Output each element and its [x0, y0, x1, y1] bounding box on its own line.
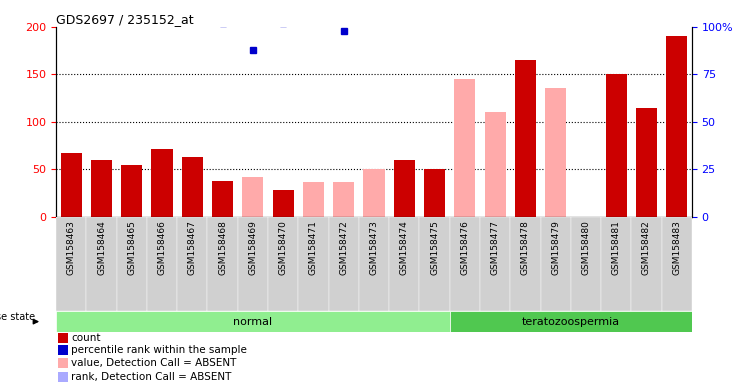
Text: count: count: [71, 333, 101, 343]
Bar: [58, 345, 67, 355]
Bar: [86, 217, 117, 311]
Bar: [268, 217, 298, 311]
Bar: [541, 217, 571, 311]
Text: GSM158471: GSM158471: [309, 220, 318, 275]
Text: GSM158479: GSM158479: [551, 220, 560, 275]
Bar: [450, 311, 692, 332]
Bar: [238, 217, 268, 311]
Bar: [147, 217, 177, 311]
Bar: [545, 88, 566, 217]
Text: GSM158467: GSM158467: [188, 220, 197, 275]
Bar: [636, 108, 657, 217]
Bar: [662, 217, 692, 311]
Bar: [480, 217, 510, 311]
Bar: [272, 190, 294, 217]
Bar: [485, 113, 506, 217]
Text: GDS2697 / 235152_at: GDS2697 / 235152_at: [56, 13, 194, 26]
Bar: [117, 217, 147, 311]
Text: GSM158476: GSM158476: [460, 220, 469, 275]
Bar: [606, 74, 627, 217]
Bar: [424, 169, 445, 217]
Bar: [359, 217, 389, 311]
Bar: [666, 36, 687, 217]
Text: disease state: disease state: [0, 312, 34, 322]
Text: normal: normal: [233, 316, 272, 327]
Bar: [298, 217, 328, 311]
Bar: [56, 217, 86, 311]
Text: GSM158474: GSM158474: [399, 220, 408, 275]
Text: GSM158466: GSM158466: [158, 220, 167, 275]
Text: GSM158477: GSM158477: [491, 220, 500, 275]
Bar: [510, 217, 541, 311]
Text: GSM158465: GSM158465: [127, 220, 136, 275]
Bar: [389, 217, 420, 311]
Text: GSM158463: GSM158463: [67, 220, 76, 275]
Bar: [393, 160, 415, 217]
Bar: [91, 160, 112, 217]
Bar: [61, 153, 82, 217]
Bar: [450, 217, 480, 311]
Bar: [207, 217, 238, 311]
Bar: [631, 217, 662, 311]
Bar: [515, 60, 536, 217]
Text: GSM158473: GSM158473: [370, 220, 378, 275]
Bar: [420, 217, 450, 311]
Bar: [58, 333, 67, 343]
Text: teratozoospermia: teratozoospermia: [522, 316, 620, 327]
Bar: [571, 217, 601, 311]
Text: rank, Detection Call = ABSENT: rank, Detection Call = ABSENT: [71, 371, 232, 382]
Text: GSM158483: GSM158483: [672, 220, 681, 275]
Bar: [121, 165, 142, 217]
Text: GSM158475: GSM158475: [430, 220, 439, 275]
Bar: [182, 157, 203, 217]
Text: GSM158480: GSM158480: [581, 220, 590, 275]
Bar: [242, 177, 263, 217]
Bar: [333, 182, 355, 217]
Bar: [601, 217, 631, 311]
Bar: [454, 79, 476, 217]
Text: GSM158478: GSM158478: [521, 220, 530, 275]
Text: GSM158472: GSM158472: [340, 220, 349, 275]
Text: GSM158464: GSM158464: [97, 220, 106, 275]
Bar: [303, 182, 324, 217]
Text: GSM158469: GSM158469: [248, 220, 257, 275]
Bar: [58, 358, 67, 367]
Text: GSM158470: GSM158470: [279, 220, 288, 275]
Bar: [56, 311, 450, 332]
Text: GSM158468: GSM158468: [218, 220, 227, 275]
Text: percentile rank within the sample: percentile rank within the sample: [71, 345, 248, 355]
Text: GSM158481: GSM158481: [612, 220, 621, 275]
Bar: [58, 372, 67, 382]
Bar: [212, 181, 233, 217]
Bar: [151, 149, 173, 217]
Bar: [177, 217, 207, 311]
Bar: [328, 217, 359, 311]
Text: value, Detection Call = ABSENT: value, Detection Call = ABSENT: [71, 358, 236, 367]
Text: GSM158482: GSM158482: [642, 220, 651, 275]
Bar: [364, 169, 384, 217]
